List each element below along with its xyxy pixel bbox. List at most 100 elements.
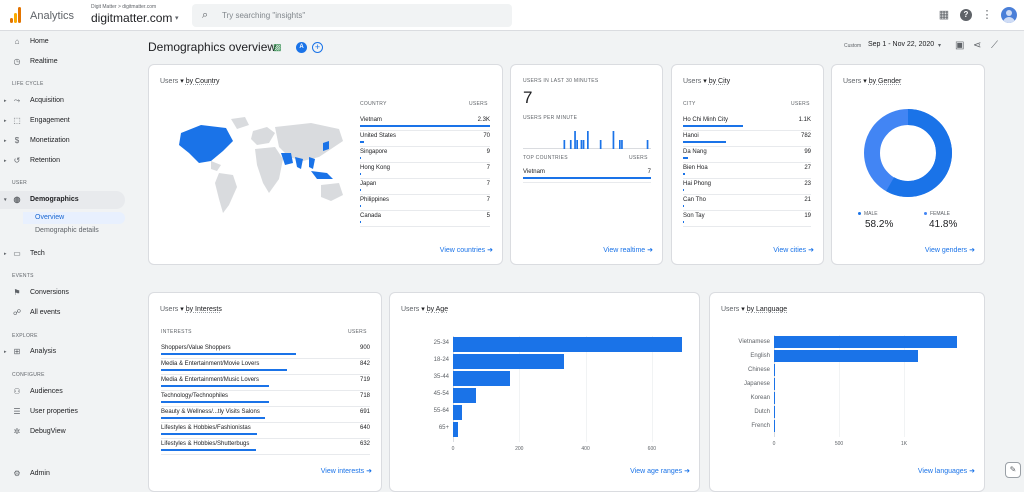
sidebar-item-acquisition[interactable]: ▸⤳Acquisition (0, 92, 125, 110)
sidebar-item-audiences[interactable]: ⚇Audiences (0, 383, 125, 401)
bar[interactable] (774, 350, 918, 362)
bar[interactable] (453, 405, 462, 420)
map-india[interactable] (295, 157, 303, 169)
customize-report-icon[interactable]: ▣ (955, 40, 964, 51)
sidebar-item-conversions[interactable]: ⚑Conversions (0, 284, 125, 302)
sidebar-subitem-demographic-details[interactable]: Demographic details (23, 226, 103, 246)
view-age-ranges-link[interactable]: View age ranges ➜ (630, 467, 690, 475)
avatar[interactable] (1001, 7, 1017, 23)
minute-bar[interactable] (576, 140, 578, 149)
map-north-america[interactable] (179, 125, 233, 163)
view-languages-link[interactable]: View languages ➜ (918, 467, 975, 475)
map-australia[interactable] (321, 183, 343, 201)
sidebar-item-realtime[interactable]: ◷Realtime (0, 53, 125, 71)
share-icon[interactable]: ⋖ (973, 40, 981, 51)
bar[interactable] (774, 336, 957, 348)
add-comparison-button[interactable]: + (312, 42, 323, 53)
view-countries-link[interactable]: View countries ➜ (440, 246, 493, 254)
sidebar-item-all-events[interactable]: ☍All events (0, 304, 125, 322)
analytics-logo-icon[interactable] (10, 7, 22, 23)
map-africa[interactable] (255, 147, 283, 193)
bar[interactable] (774, 406, 775, 418)
minute-bar[interactable] (564, 140, 566, 149)
feedback-button[interactable]: ✎ (1005, 462, 1021, 478)
search-placeholder[interactable]: Try searching "insights" (222, 11, 305, 20)
sidebar-item-engagement[interactable]: ▸⬚Engagement (0, 112, 125, 130)
card-title[interactable]: Users ▾ by Interests (160, 305, 222, 313)
bar[interactable] (453, 422, 458, 437)
map-south-america[interactable] (215, 173, 237, 213)
sidebar-item-demographics[interactable]: ▾◍Demographics (0, 191, 125, 209)
minute-bar[interactable] (619, 140, 621, 149)
minute-bar[interactable] (613, 131, 615, 149)
map-indonesia[interactable] (311, 171, 333, 179)
sidebar-item-tech[interactable]: ▸▭Tech (0, 245, 125, 263)
sidebar-item-user-properties[interactable]: ☰User properties (0, 403, 125, 421)
card-title[interactable]: Users ▾ by Gender (843, 77, 901, 85)
view-interests-link[interactable]: View interests ➜ (321, 467, 372, 475)
insights-icon[interactable]: ⟋ (991, 40, 998, 51)
sidebar-item-home[interactable]: ⌂Home (0, 33, 125, 51)
minute-bar[interactable] (574, 131, 576, 149)
minute-bar[interactable] (570, 140, 572, 149)
sidebar-subitem-overview[interactable]: Overview (23, 212, 125, 224)
bar[interactable] (774, 392, 775, 404)
card-title[interactable]: Users ▾ by Country (160, 77, 220, 85)
report-status-icon[interactable]: ▨ (273, 42, 282, 53)
apps-grid-icon[interactable]: ▦ (937, 8, 951, 22)
card-title[interactable]: Users ▾ by City (683, 77, 730, 85)
map-vietnam[interactable] (309, 157, 315, 169)
minute-bar[interactable] (587, 131, 589, 149)
bar[interactable] (453, 388, 476, 403)
map-greenland[interactable] (231, 117, 249, 129)
bar[interactable] (774, 420, 775, 432)
bar[interactable] (453, 354, 564, 369)
card-title[interactable]: Users ▾ by Age (401, 305, 448, 313)
view-cities-link[interactable]: View cities ➜ (773, 246, 814, 254)
chevron-down-icon[interactable]: ▾ (175, 14, 179, 22)
search-bar[interactable]: ⌕ Try searching "insights" (192, 4, 512, 27)
view-genders-link[interactable]: View genders ➜ (925, 246, 975, 254)
minute-bar[interactable] (581, 140, 583, 149)
card-title[interactable]: Users ▾ by Language (721, 305, 787, 313)
minute-bar[interactable] (621, 140, 623, 149)
bar[interactable] (453, 371, 510, 386)
sidebar-item-debugview[interactable]: ✲DebugView (0, 423, 125, 441)
minute-bar[interactable] (583, 140, 585, 149)
bar[interactable] (774, 364, 775, 376)
help-icon[interactable]: ? (960, 9, 972, 21)
chevron-down-icon[interactable]: ▾ (938, 42, 941, 49)
sidebar-item-monetization[interactable]: ▸$Monetization (0, 132, 125, 150)
view-realtime-link[interactable]: View realtime ➜ (603, 246, 653, 254)
date-range-picker[interactable]: Sep 1 - Nov 22, 2020 (868, 41, 934, 48)
map-europe[interactable] (251, 127, 275, 145)
bar[interactable] (774, 378, 775, 390)
minute-bar[interactable] (647, 140, 649, 149)
minute-bar[interactable] (600, 140, 602, 149)
map-central-america[interactable] (211, 161, 221, 171)
sidebar-item-admin[interactable]: ⚙Admin (0, 465, 125, 483)
app-brand[interactable]: Analytics (30, 10, 74, 22)
